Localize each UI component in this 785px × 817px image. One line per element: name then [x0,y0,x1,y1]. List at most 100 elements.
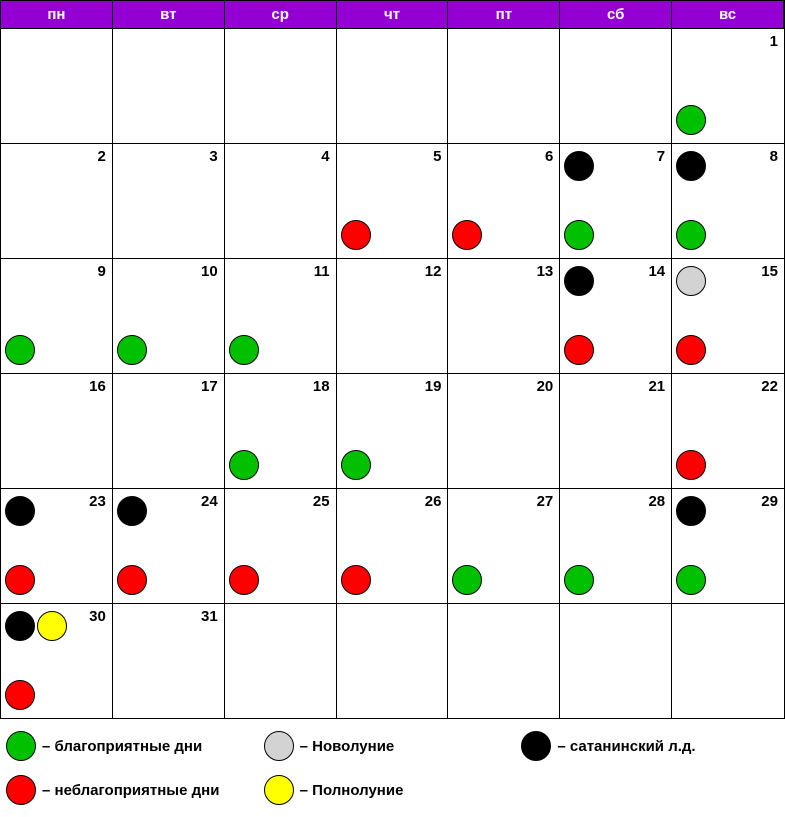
unfavorable-marker-icon [452,220,482,250]
calendar-cell: 29 [672,488,784,603]
calendar-cell: 31 [113,603,225,718]
markers-top [676,496,706,526]
markers-top [676,151,706,181]
unfavorable-marker-icon [229,565,259,595]
day-number: 30 [89,608,106,625]
calendar-cell [113,28,225,143]
favorable-marker-icon [676,565,706,595]
calendar-cell: 12 [337,258,449,373]
new_moon-legend-icon [264,731,294,761]
calendar-cell: 30 [1,603,113,718]
legend-label: – Новолуние [300,738,395,755]
day-header: вс [672,1,784,28]
calendar-cell: 21 [560,373,672,488]
markers-bottom [564,565,594,595]
legend-label: – благоприятные дни [42,738,202,755]
day-header: вт [113,1,225,28]
calendar-cell: 23 [1,488,113,603]
satanic-marker-icon [564,266,594,296]
day-number: 12 [425,263,442,280]
calendar-cell: 14 [560,258,672,373]
favorable-marker-icon [5,335,35,365]
day-number: 22 [761,378,778,395]
calendar-cell: 27 [448,488,560,603]
day-number: 15 [761,263,778,280]
unfavorable-marker-icon [5,565,35,595]
satanic-marker-icon [676,496,706,526]
day-number: 25 [313,493,330,510]
legend-label: – неблагоприятные дни [42,782,219,799]
calendar-cell: 25 [225,488,337,603]
calendar-cell: 15 [672,258,784,373]
satanic-legend-icon [521,731,551,761]
markers-bottom [676,105,706,135]
calendar-cell [560,603,672,718]
legend: – благоприятные дни – Новолуние – сатанинс… [0,719,785,817]
calendar-cell: 24 [113,488,225,603]
new_moon-marker-icon [676,266,706,296]
satanic-marker-icon [5,496,35,526]
legend-item: – Полнолуние [264,775,522,805]
markers-bottom [229,450,259,480]
legend-item: – Новолуние [264,731,522,761]
unfavorable-marker-icon [676,335,706,365]
calendar-cell: 4 [225,143,337,258]
unfavorable-marker-icon [5,680,35,710]
legend-item: – неблагоприятные дни [6,775,264,805]
markers-top [117,496,147,526]
day-number: 11 [314,263,330,280]
markers-bottom [341,220,371,250]
calendar-cell: 10 [113,258,225,373]
markers-bottom [341,565,371,595]
calendar-cell [448,603,560,718]
markers-bottom [5,335,35,365]
favorable-marker-icon [564,565,594,595]
favorable-marker-icon [564,220,594,250]
day-number: 19 [425,378,442,395]
calendar-cell [337,603,449,718]
calendar-cell: 7 [560,143,672,258]
calendar-cell [560,28,672,143]
day-number: 2 [98,148,106,165]
favorable-marker-icon [117,335,147,365]
day-header: чт [337,1,449,28]
calendar-cell: 22 [672,373,784,488]
day-number: 24 [201,493,218,510]
markers-bottom [452,220,482,250]
unfavorable-marker-icon [341,565,371,595]
day-number: 17 [201,378,218,395]
day-number: 5 [433,148,441,165]
unfavorable-legend-icon [6,775,36,805]
day-number: 3 [209,148,217,165]
calendar-cell: 28 [560,488,672,603]
day-number: 8 [770,148,778,165]
markers-bottom [564,335,594,365]
satanic-marker-icon [5,611,35,641]
unfavorable-marker-icon [341,220,371,250]
calendar-cell: 20 [448,373,560,488]
markers-bottom [229,335,259,365]
calendar-cell: 18 [225,373,337,488]
day-number: 16 [89,378,106,395]
satanic-marker-icon [564,151,594,181]
satanic-marker-icon [676,151,706,181]
day-header: пн [1,1,113,28]
calendar-cell [448,28,560,143]
calendar-cell: 6 [448,143,560,258]
calendar-cell: 13 [448,258,560,373]
calendar-cell: 17 [113,373,225,488]
day-number: 10 [201,263,218,280]
calendar-cell: 8 [672,143,784,258]
day-number: 27 [537,493,554,510]
favorable-legend-icon [6,731,36,761]
favorable-marker-icon [341,450,371,480]
day-header: пт [448,1,560,28]
calendar-grid: пнвтсрчтптсбвс12345678910111213141516171… [0,0,785,719]
full_moon-legend-icon [264,775,294,805]
day-number: 29 [761,493,778,510]
day-number: 23 [89,493,106,510]
satanic-marker-icon [117,496,147,526]
legend-label: – сатанинский л.д. [557,738,695,755]
unfavorable-marker-icon [564,335,594,365]
unfavorable-marker-icon [676,450,706,480]
